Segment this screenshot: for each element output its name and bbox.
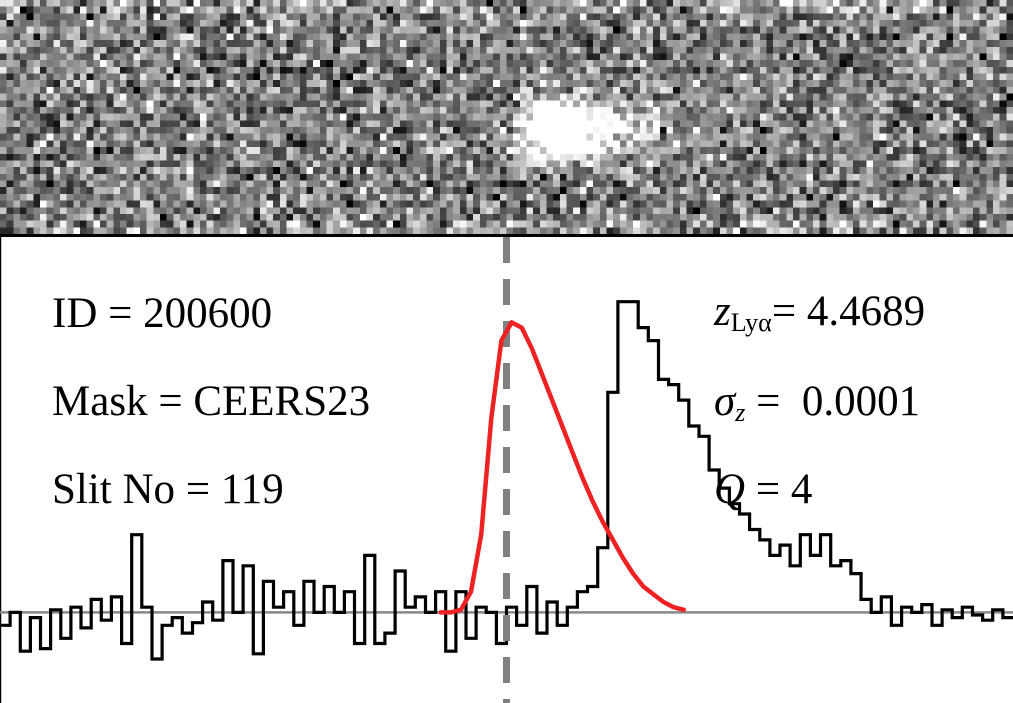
- quality-value: 4: [790, 466, 813, 513]
- spectrum-2d-image: [0, 0, 1013, 234]
- line-fit-curve: [438, 320, 687, 615]
- annotation-mask: Mask = CEERS23: [52, 378, 371, 425]
- flux-step-histogram: [0, 300, 1013, 661]
- annotation-id: ID = 200600: [52, 290, 273, 337]
- annotation-slit-key: Slit No: [52, 466, 176, 513]
- sigma-symbol: σ: [714, 378, 736, 425]
- panel-divider: [0, 234, 1013, 237]
- annotation-sigma: σz = 0.0001: [714, 378, 921, 427]
- annotation-slit-value: 119: [220, 466, 284, 513]
- sigma-subscript: z: [735, 398, 746, 427]
- redshift-value: 4.4689: [806, 288, 926, 335]
- spectrum-2d-panel: [0, 0, 1013, 234]
- spectrum-1d-plot: [0, 237, 1013, 703]
- annotation-quality: Q = 4: [714, 466, 813, 513]
- annotation-slit: Slit No = 119: [52, 466, 284, 513]
- annotation-mask-key: Mask: [52, 378, 148, 425]
- annotation-id-value: 200600: [143, 290, 273, 337]
- annotation-mask-value: CEERS23: [193, 378, 371, 425]
- redshift-symbol: z: [714, 288, 731, 335]
- sigma-value: 0.0001: [801, 378, 921, 425]
- annotation-id-key: ID: [52, 290, 98, 337]
- annotation-redshift: zLyα= 4.4689: [714, 288, 926, 337]
- quality-symbol: Q: [714, 466, 746, 513]
- redshift-subscript: Lyα: [730, 308, 772, 337]
